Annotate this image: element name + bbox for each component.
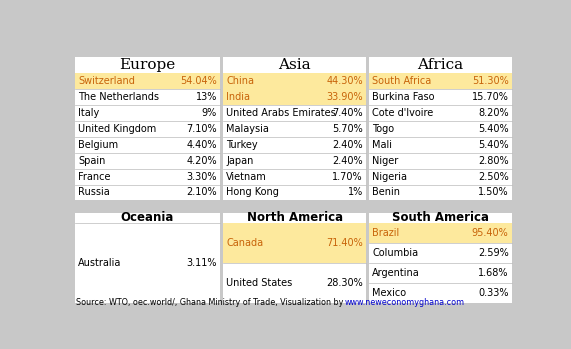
Text: 1.68%: 1.68% — [478, 268, 509, 278]
Text: 2.10%: 2.10% — [186, 187, 217, 198]
Text: United Arabs Emirates: United Arabs Emirates — [226, 108, 336, 118]
Bar — [223, 223, 366, 263]
Text: 54.04%: 54.04% — [180, 76, 217, 86]
Text: 0.33%: 0.33% — [478, 288, 509, 298]
Text: Europe: Europe — [119, 58, 176, 72]
Text: 5.40%: 5.40% — [478, 124, 509, 134]
Text: 1.50%: 1.50% — [478, 187, 509, 198]
Text: Asia: Asia — [278, 58, 311, 72]
Text: 7.40%: 7.40% — [332, 108, 363, 118]
Bar — [75, 57, 220, 200]
Text: 4.20%: 4.20% — [186, 156, 217, 166]
Text: 9%: 9% — [202, 108, 217, 118]
Text: Benin: Benin — [372, 187, 400, 198]
Text: Vietnam: Vietnam — [226, 172, 267, 181]
Text: Switzerland: Switzerland — [78, 76, 135, 86]
Text: Russia: Russia — [78, 187, 110, 198]
Text: Source: WTO, oec.world/, Ghana Ministry of Trade, Visualization by: Source: WTO, oec.world/, Ghana Ministry … — [76, 298, 345, 306]
Text: India: India — [226, 92, 250, 102]
Bar — [369, 223, 512, 243]
Text: United States: United States — [226, 278, 292, 288]
Bar — [369, 73, 512, 89]
Text: Brazil: Brazil — [372, 228, 400, 238]
Text: 51.30%: 51.30% — [472, 76, 509, 86]
Text: Japan: Japan — [226, 156, 254, 166]
Bar — [223, 57, 366, 200]
Text: 5.70%: 5.70% — [332, 124, 363, 134]
Text: 2.40%: 2.40% — [332, 140, 363, 150]
Text: 44.30%: 44.30% — [327, 76, 363, 86]
Bar — [369, 57, 512, 200]
Text: Nigeria: Nigeria — [372, 172, 407, 181]
Text: North America: North America — [247, 211, 343, 224]
Text: Oceania: Oceania — [121, 211, 174, 224]
Text: 5.40%: 5.40% — [478, 140, 509, 150]
Bar — [223, 73, 366, 89]
Text: Belgium: Belgium — [78, 140, 118, 150]
Text: The Netherlands: The Netherlands — [78, 92, 159, 102]
Text: 3.11%: 3.11% — [187, 258, 217, 268]
Text: 13%: 13% — [196, 92, 217, 102]
Text: Burkina Faso: Burkina Faso — [372, 92, 435, 102]
Text: 2.40%: 2.40% — [332, 156, 363, 166]
Text: South Africa: South Africa — [372, 76, 432, 86]
Bar — [75, 213, 220, 303]
Text: Spain: Spain — [78, 156, 106, 166]
Bar — [369, 213, 512, 303]
Text: Niger: Niger — [372, 156, 399, 166]
Text: China: China — [226, 76, 254, 86]
Text: Canada: Canada — [226, 238, 263, 248]
Bar — [223, 89, 366, 105]
Text: South America: South America — [392, 211, 489, 224]
Text: France: France — [78, 172, 111, 181]
Text: Hong Kong: Hong Kong — [226, 187, 279, 198]
Text: Mali: Mali — [372, 140, 392, 150]
Text: 71.40%: 71.40% — [326, 238, 363, 248]
Text: Australia: Australia — [78, 258, 122, 268]
Text: Togo: Togo — [372, 124, 395, 134]
Text: 1%: 1% — [348, 187, 363, 198]
Text: 1.70%: 1.70% — [332, 172, 363, 181]
Text: 4.40%: 4.40% — [187, 140, 217, 150]
Text: 2.59%: 2.59% — [478, 248, 509, 258]
Bar — [223, 213, 366, 303]
Text: Cote d'Ivoire: Cote d'Ivoire — [372, 108, 433, 118]
Text: 8.20%: 8.20% — [478, 108, 509, 118]
Text: 28.30%: 28.30% — [326, 278, 363, 288]
Bar — [75, 73, 220, 89]
Text: www.neweconomyghana.com: www.neweconomyghana.com — [344, 298, 465, 306]
Text: 15.70%: 15.70% — [472, 92, 509, 102]
Text: United Kingdom: United Kingdom — [78, 124, 156, 134]
Text: Africa: Africa — [417, 58, 464, 72]
Text: 2.80%: 2.80% — [478, 156, 509, 166]
Text: 33.90%: 33.90% — [327, 92, 363, 102]
Text: Argentina: Argentina — [372, 268, 420, 278]
Text: Mexico: Mexico — [372, 288, 407, 298]
Text: Turkey: Turkey — [226, 140, 258, 150]
Text: 3.30%: 3.30% — [187, 172, 217, 181]
Text: 7.10%: 7.10% — [186, 124, 217, 134]
Text: Italy: Italy — [78, 108, 99, 118]
Text: Malaysia: Malaysia — [226, 124, 269, 134]
Text: 2.50%: 2.50% — [478, 172, 509, 181]
Text: Columbia: Columbia — [372, 248, 419, 258]
Text: 95.40%: 95.40% — [472, 228, 509, 238]
